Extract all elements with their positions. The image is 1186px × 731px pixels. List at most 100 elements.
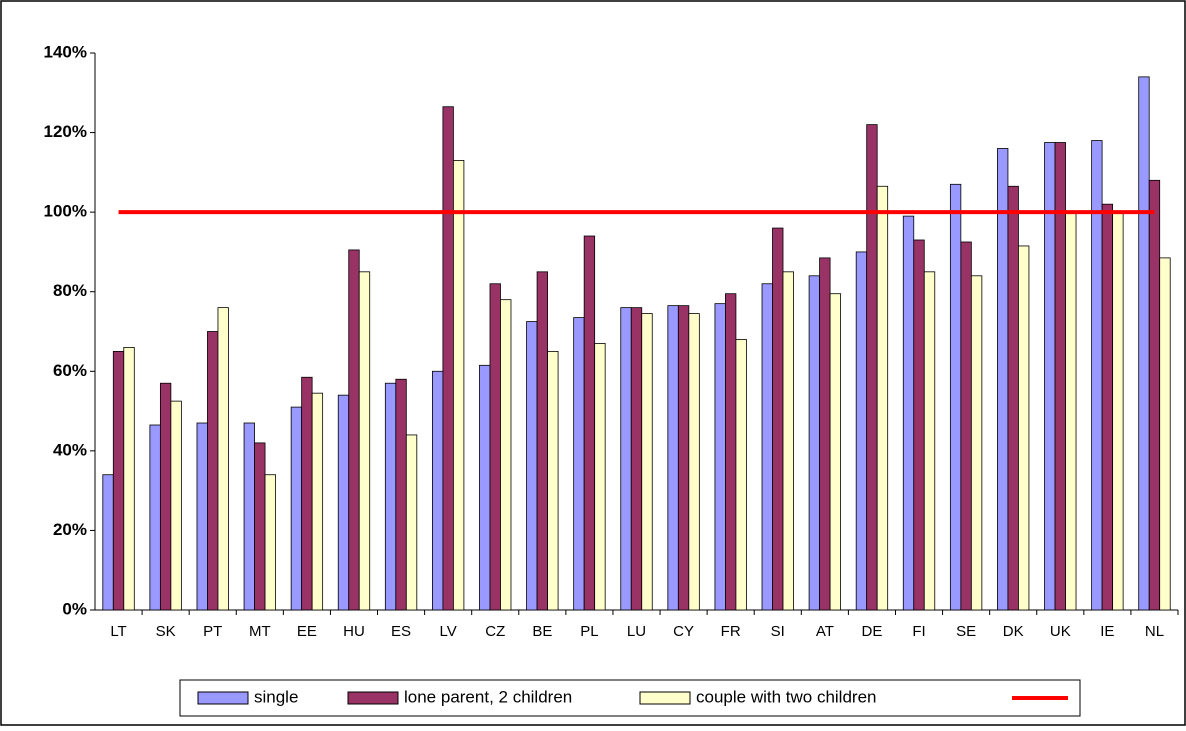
x-tick-label: MT (249, 623, 271, 640)
bar (761, 283, 773, 611)
bar (808, 275, 820, 611)
x-tick-label: PT (203, 623, 222, 640)
x-tick-label: FR (721, 623, 741, 640)
bar (536, 271, 548, 611)
y-tick-label: 60% (53, 361, 87, 380)
bar (1007, 185, 1019, 611)
bar (149, 424, 161, 611)
bar (102, 474, 114, 611)
x-tick-label: SE (956, 623, 976, 640)
bar (1138, 76, 1150, 611)
x-tick-label: EE (297, 623, 317, 640)
bar (997, 148, 1009, 611)
bar (902, 215, 915, 611)
x-tick-label: FI (912, 623, 925, 640)
bar (630, 307, 643, 611)
bar (855, 251, 868, 611)
x-tick-label: PL (580, 623, 598, 640)
bar (1112, 211, 1124, 611)
bar (725, 293, 737, 611)
y-tick-label: 140% (44, 42, 87, 61)
bar (453, 160, 465, 611)
bar (547, 350, 559, 611)
x-tick-label: NL (1145, 623, 1164, 640)
x-tick-label: HU (343, 623, 365, 640)
bar (207, 331, 219, 611)
x-tick-label: DE (862, 623, 883, 640)
y-tick-label: 0% (62, 599, 87, 618)
bar (1101, 203, 1114, 611)
bar (526, 321, 538, 611)
y-tick-label: 40% (53, 440, 87, 459)
bar (688, 313, 700, 611)
bar (782, 271, 794, 611)
x-tick-label: ES (391, 623, 411, 640)
bar (573, 317, 585, 611)
bar (1148, 179, 1161, 611)
bar (829, 293, 841, 611)
bar (913, 239, 925, 611)
legend-swatch (197, 691, 249, 705)
legend-label: couple with two children (696, 687, 876, 706)
bar (489, 283, 501, 611)
bar (358, 271, 371, 611)
x-tick-label: LV (440, 623, 457, 640)
bar (243, 422, 255, 611)
bar (290, 406, 303, 611)
bar (1065, 211, 1077, 611)
bar (348, 249, 360, 611)
bar (620, 307, 632, 611)
x-tick-label: LU (627, 623, 646, 640)
y-tick-label: 120% (44, 122, 87, 141)
bar (479, 364, 491, 611)
bar (395, 378, 407, 611)
bar (735, 339, 747, 611)
x-tick-label: UK (1050, 623, 1071, 640)
bar (264, 474, 276, 611)
y-tick-label: 100% (44, 202, 87, 221)
x-tick-label: CY (673, 623, 694, 640)
x-tick-label: CZ (485, 623, 505, 640)
bar (594, 343, 606, 611)
bar (405, 434, 418, 611)
x-tick-label: DK (1003, 623, 1024, 640)
x-tick-label: AT (816, 623, 834, 640)
bar (641, 313, 653, 611)
bar (1018, 245, 1030, 611)
bar (301, 376, 313, 611)
bar (384, 382, 397, 611)
bar (123, 347, 135, 611)
bar (923, 271, 936, 611)
bar (772, 227, 784, 611)
bar (667, 305, 679, 611)
legend-label: single (254, 687, 298, 706)
bar (714, 303, 726, 611)
bar (677, 305, 690, 611)
y-tick-label: 20% (53, 520, 87, 539)
bar (217, 307, 229, 611)
bar (876, 185, 889, 611)
x-tick-label: IE (1100, 623, 1114, 640)
bar (337, 394, 350, 611)
bar (970, 275, 983, 611)
bar (583, 235, 596, 611)
legend-box (179, 679, 1081, 717)
bar (442, 106, 454, 611)
bar (170, 400, 182, 611)
bar (949, 183, 962, 611)
bar (311, 392, 324, 611)
legend-swatch (347, 691, 399, 705)
bar (432, 370, 444, 611)
x-tick-label: SI (771, 623, 785, 640)
bar (196, 422, 208, 611)
x-tick-label: LT (110, 623, 126, 640)
y-tick-label: 80% (53, 281, 87, 300)
x-tick-label: SK (156, 623, 176, 640)
bar (866, 124, 878, 611)
bar (500, 299, 512, 611)
bar (819, 257, 831, 611)
x-tick-label: BE (532, 623, 552, 640)
bar (960, 241, 972, 611)
bar (1159, 257, 1171, 611)
